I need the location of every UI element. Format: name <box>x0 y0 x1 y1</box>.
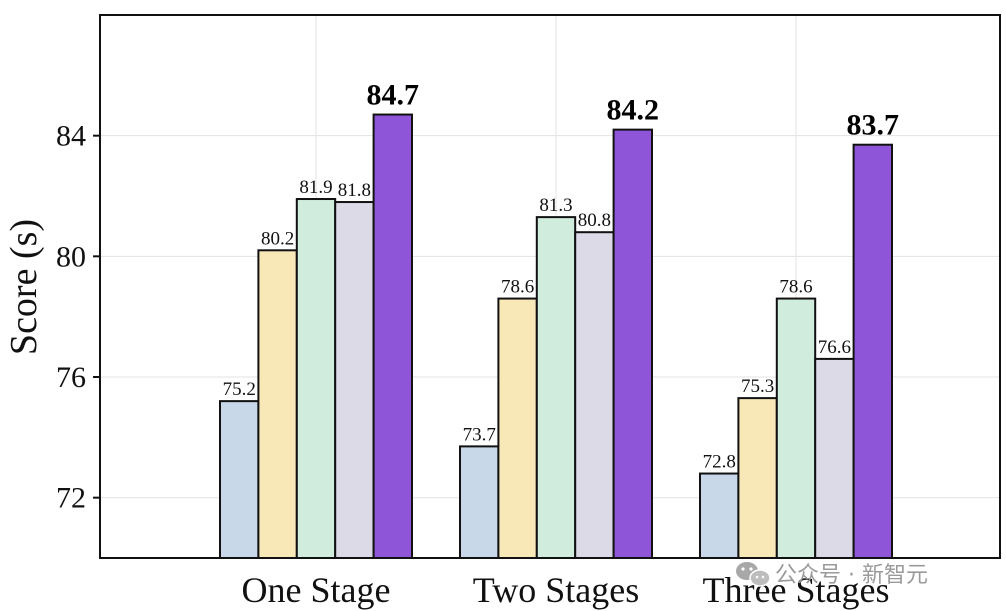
bar-value-label: 81.9 <box>299 177 332 198</box>
y-axis-title: Score (s) <box>3 219 45 355</box>
bar <box>459 445 500 559</box>
plot-border <box>99 14 1001 559</box>
bar <box>295 198 337 559</box>
bar-value-label: 84.2 <box>607 94 660 127</box>
bar-value-label: 75.2 <box>223 379 256 400</box>
watermark: 公众号 · 新智元 <box>736 562 928 588</box>
x-tick-label: Two Stages <box>473 570 639 610</box>
bar <box>219 400 260 559</box>
bar <box>497 297 538 559</box>
x-tick-label: Three Stages <box>703 570 890 610</box>
bar-value-labels: 75.2 80.2 81.9 81.8 84.7 73.7 78.6 81.3 80.8 84.2… <box>223 79 899 473</box>
bar-value-label: 72.8 <box>703 452 736 473</box>
bar-value-label: 73.7 <box>463 424 496 445</box>
bar <box>574 231 615 559</box>
y-tick-label: 72 <box>56 482 86 515</box>
plot-frame <box>99 14 1001 559</box>
y-tick-label: 80 <box>56 240 86 273</box>
bar-value-label: 78.6 <box>779 277 812 298</box>
bar-value-label: 80.2 <box>261 228 294 249</box>
bar <box>372 113 414 560</box>
y-axis-ticks: 72 76 80 84 <box>56 120 100 515</box>
y-tick-label: 76 <box>56 361 86 394</box>
bars <box>219 113 893 560</box>
bar <box>852 143 893 559</box>
bar-value-label: 81.3 <box>539 195 572 216</box>
x-axis-category-labels: One Stage Two Stages Three Stages <box>242 570 890 610</box>
bar-value-label: 75.3 <box>741 376 774 397</box>
watermark-text: 公众号 · 新智元 <box>775 563 928 588</box>
wechat-icon <box>736 562 771 587</box>
bar <box>257 249 298 560</box>
bar-value-label: 80.8 <box>578 210 611 231</box>
bar-value-label: 84.7 <box>367 79 420 112</box>
x-tick-label: One Stage <box>242 570 391 610</box>
bar <box>699 472 740 559</box>
bar <box>535 216 577 559</box>
bar <box>737 397 778 559</box>
bar <box>814 357 855 559</box>
bar <box>334 201 375 560</box>
bar-value-label: 78.6 <box>501 277 534 298</box>
bar-value-label: 83.7 <box>847 109 900 142</box>
bar-value-label: 81.8 <box>338 180 371 201</box>
bar-value-label: 76.6 <box>818 337 851 358</box>
bar <box>775 297 817 559</box>
y-tick-label: 84 <box>56 120 86 153</box>
bar <box>612 128 653 559</box>
